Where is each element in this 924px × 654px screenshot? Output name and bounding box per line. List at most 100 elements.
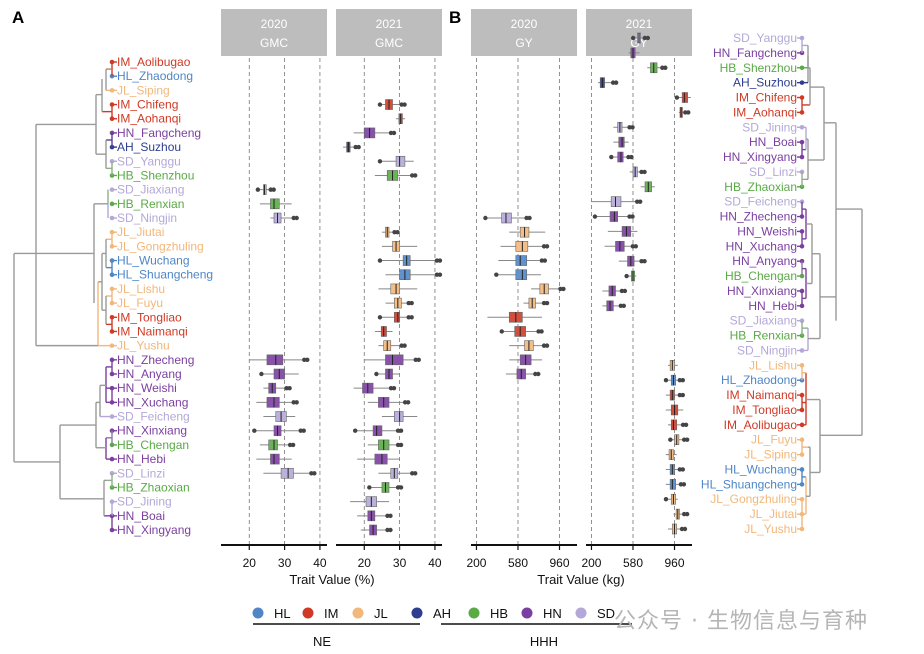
box-feicheng xyxy=(591,196,643,207)
tree-label-tongliao: IM_Tongliao xyxy=(732,403,797,417)
legend-swatch-sd xyxy=(575,607,587,619)
box xyxy=(385,354,404,366)
tree-label-shenzhou: HB_Shenzhou xyxy=(720,61,797,75)
outlier-point xyxy=(645,35,651,41)
outlier-point xyxy=(367,485,372,490)
outlier-point xyxy=(405,400,411,405)
facet-strip-line1: 2021 xyxy=(626,17,653,31)
box-shenzhou xyxy=(647,62,668,74)
box-zhaoxian xyxy=(640,181,655,193)
x-tick-label: 30 xyxy=(393,556,407,570)
box-fangcheng xyxy=(353,127,397,139)
x-tick-label: 580 xyxy=(623,556,643,570)
outlier-point xyxy=(301,428,306,433)
box-tongliao xyxy=(487,311,543,323)
box-renxian xyxy=(259,198,292,210)
box-yanggu xyxy=(630,32,651,44)
outlier-point xyxy=(437,272,443,277)
box-anyang xyxy=(374,368,400,380)
outlier-point xyxy=(356,144,361,150)
box-tongliao xyxy=(377,311,414,323)
outlier-point xyxy=(294,215,299,221)
box-anyang xyxy=(259,368,299,380)
box xyxy=(610,196,622,207)
box-aohanqi xyxy=(396,113,405,125)
tree-label-jining: SD_Jining xyxy=(117,495,172,509)
box xyxy=(390,283,400,295)
box xyxy=(515,269,528,281)
outlier-point xyxy=(271,187,276,192)
box-zhaoxian xyxy=(367,482,404,493)
tree-label-fangcheng: HN_Fangcheng xyxy=(117,126,201,140)
leaf-dot xyxy=(109,272,115,278)
leaf-dot xyxy=(109,187,115,192)
tree-label-renxian: HB_Renxian xyxy=(730,329,797,343)
tree-label-yanggu: SD_Yanggu xyxy=(733,31,797,45)
box-linzi xyxy=(629,166,647,178)
outlier-point xyxy=(630,35,636,41)
outlier-point xyxy=(353,428,358,433)
facet-strip xyxy=(586,9,692,56)
leaf-dot xyxy=(109,201,115,207)
box-yushu xyxy=(667,523,688,535)
left-tree-labels: IM_AolibugaoHL_ZhaodongJL_SipingIM_Chife… xyxy=(117,55,213,537)
box xyxy=(393,311,400,323)
right-dendrogram xyxy=(797,35,863,532)
outlier-point xyxy=(536,371,541,377)
box-xinxiang xyxy=(602,285,628,297)
box-boai xyxy=(613,136,629,148)
box-xingyang xyxy=(360,524,393,536)
tree-label-naimanqi: IM_Naimanqi xyxy=(726,388,797,402)
outlier-point xyxy=(388,527,393,533)
outlier-point xyxy=(402,343,407,348)
tree-label-boai: HN_Boai xyxy=(117,509,165,523)
outlier-point xyxy=(305,357,310,363)
box-linzi xyxy=(263,467,317,479)
box xyxy=(681,92,688,103)
tree-label-fangcheng: HN_Fangcheng xyxy=(713,46,797,60)
tree-label-aolibugao: IM_Aolibugao xyxy=(117,55,191,69)
outlier-point xyxy=(668,437,673,442)
tree-label-aolibugao: IM_Aolibugao xyxy=(724,418,798,432)
tree-label-tongliao: IM_Tongliao xyxy=(117,310,182,324)
outlier-point xyxy=(312,471,317,476)
box-suzhou xyxy=(598,77,619,88)
facet-strip-line2: GMC xyxy=(260,36,288,50)
legend-label-hn: HN xyxy=(543,606,562,621)
outlier-point xyxy=(539,329,544,334)
box-naimanqi xyxy=(665,389,685,401)
box-aohanqi xyxy=(678,107,691,118)
outlier-point xyxy=(398,442,404,448)
facet-strip-line2: GY xyxy=(515,36,532,50)
box-lishu xyxy=(667,360,678,371)
outlier-point xyxy=(630,125,635,130)
box xyxy=(268,439,278,451)
outlier-point xyxy=(683,422,689,428)
outlier-point xyxy=(377,315,383,320)
tree-label-jiutai: JL_Jiutai xyxy=(750,507,797,521)
tree-label-chifeng: IM_Chifeng xyxy=(736,91,797,105)
outlier-point xyxy=(391,385,397,391)
box-wuchang xyxy=(665,464,685,475)
outlier-point xyxy=(542,258,548,263)
box-naimanqi xyxy=(499,326,544,337)
outlier-point xyxy=(663,497,669,502)
box-feicheng xyxy=(263,411,296,422)
leaf-dot xyxy=(109,329,115,334)
outlier-point xyxy=(374,371,379,377)
box-boai xyxy=(357,510,393,522)
outlier-point xyxy=(413,173,418,178)
tree-label-linzi: SD_Linzi xyxy=(117,466,165,480)
box-gongzhuling xyxy=(381,241,418,252)
tree-label-zhaodong: HL_Zhaodong xyxy=(117,69,193,83)
tree-label-zhaoxian: HB_Zhaoxian xyxy=(117,480,190,494)
box-yushu xyxy=(378,340,407,351)
tree-label-gongzhuling: JL_Gongzhuling xyxy=(710,492,797,506)
tree-label-feicheng: SD_Feicheng xyxy=(724,195,797,209)
box-fangcheng xyxy=(628,47,640,59)
box-weishi xyxy=(607,226,638,237)
outlier-point xyxy=(398,485,404,490)
legend-label-im: IM xyxy=(324,606,338,621)
outlier-point xyxy=(287,385,292,391)
tree-label-xingyang: HN_Xingyang xyxy=(117,523,191,537)
